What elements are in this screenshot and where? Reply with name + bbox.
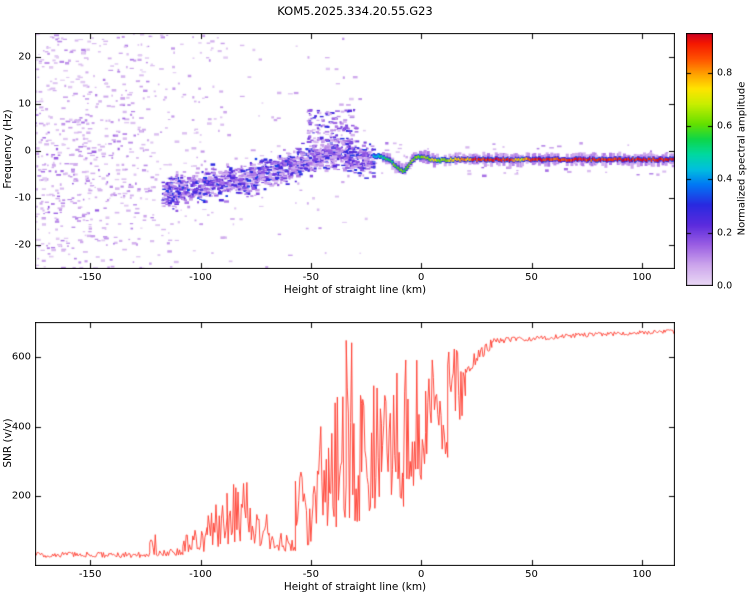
colorbar-tick-label: 0.2	[717, 227, 733, 239]
bottom-x-tick-label: -150	[78, 569, 102, 580]
top-y-tick-label: -10	[14, 192, 31, 204]
colorbar-tick-label: 0.0	[717, 280, 733, 292]
colorbar-tick-label: 0.4	[717, 173, 733, 185]
top-x-tick-label: -150	[78, 272, 102, 283]
snr-canvas	[35, 322, 675, 566]
top-x-tick-label: -100	[189, 272, 212, 283]
top-y-tick-label: 10	[18, 98, 31, 110]
bottom-y-tick-label: 400	[11, 421, 31, 433]
top-x-tick-label: 50	[525, 272, 538, 283]
top-x-tick-label: 0	[418, 272, 425, 283]
bottom-x-axis-label: Height of straight line (km)	[283, 581, 427, 593]
bottom-x-tick-label: -50	[302, 569, 320, 580]
colorbar-tick-label: 0.8	[717, 67, 733, 79]
colorbar-tick-label: 0.6	[717, 120, 733, 132]
spectrogram-canvas	[35, 33, 675, 269]
bottom-x-tick-label: 100	[632, 569, 652, 580]
page-title: KOM5.2025.334.20.55.G23	[277, 4, 433, 18]
top-y-tick-label: 20	[18, 51, 31, 63]
bottom-y-tick-label: 200	[11, 490, 31, 502]
top-x-tick-label: 100	[632, 272, 652, 283]
top-x-tick-label: -50	[302, 272, 320, 283]
top-x-axis-label: Height of straight line (km)	[283, 284, 427, 296]
colorbar	[686, 33, 713, 286]
bottom-x-tick-label: 50	[525, 569, 538, 580]
bottom-x-tick-label: 0	[418, 569, 425, 580]
top-y-tick-label: 0	[24, 145, 31, 157]
colorbar-label: Normalized spectral amplitude	[736, 81, 748, 236]
bottom-y-tick-label: 600	[11, 351, 31, 363]
top-y-tick-label: -20	[14, 239, 31, 251]
bottom-x-tick-label: -100	[189, 569, 212, 580]
top-y-axis-label: Frequency (Hz)	[2, 109, 14, 189]
